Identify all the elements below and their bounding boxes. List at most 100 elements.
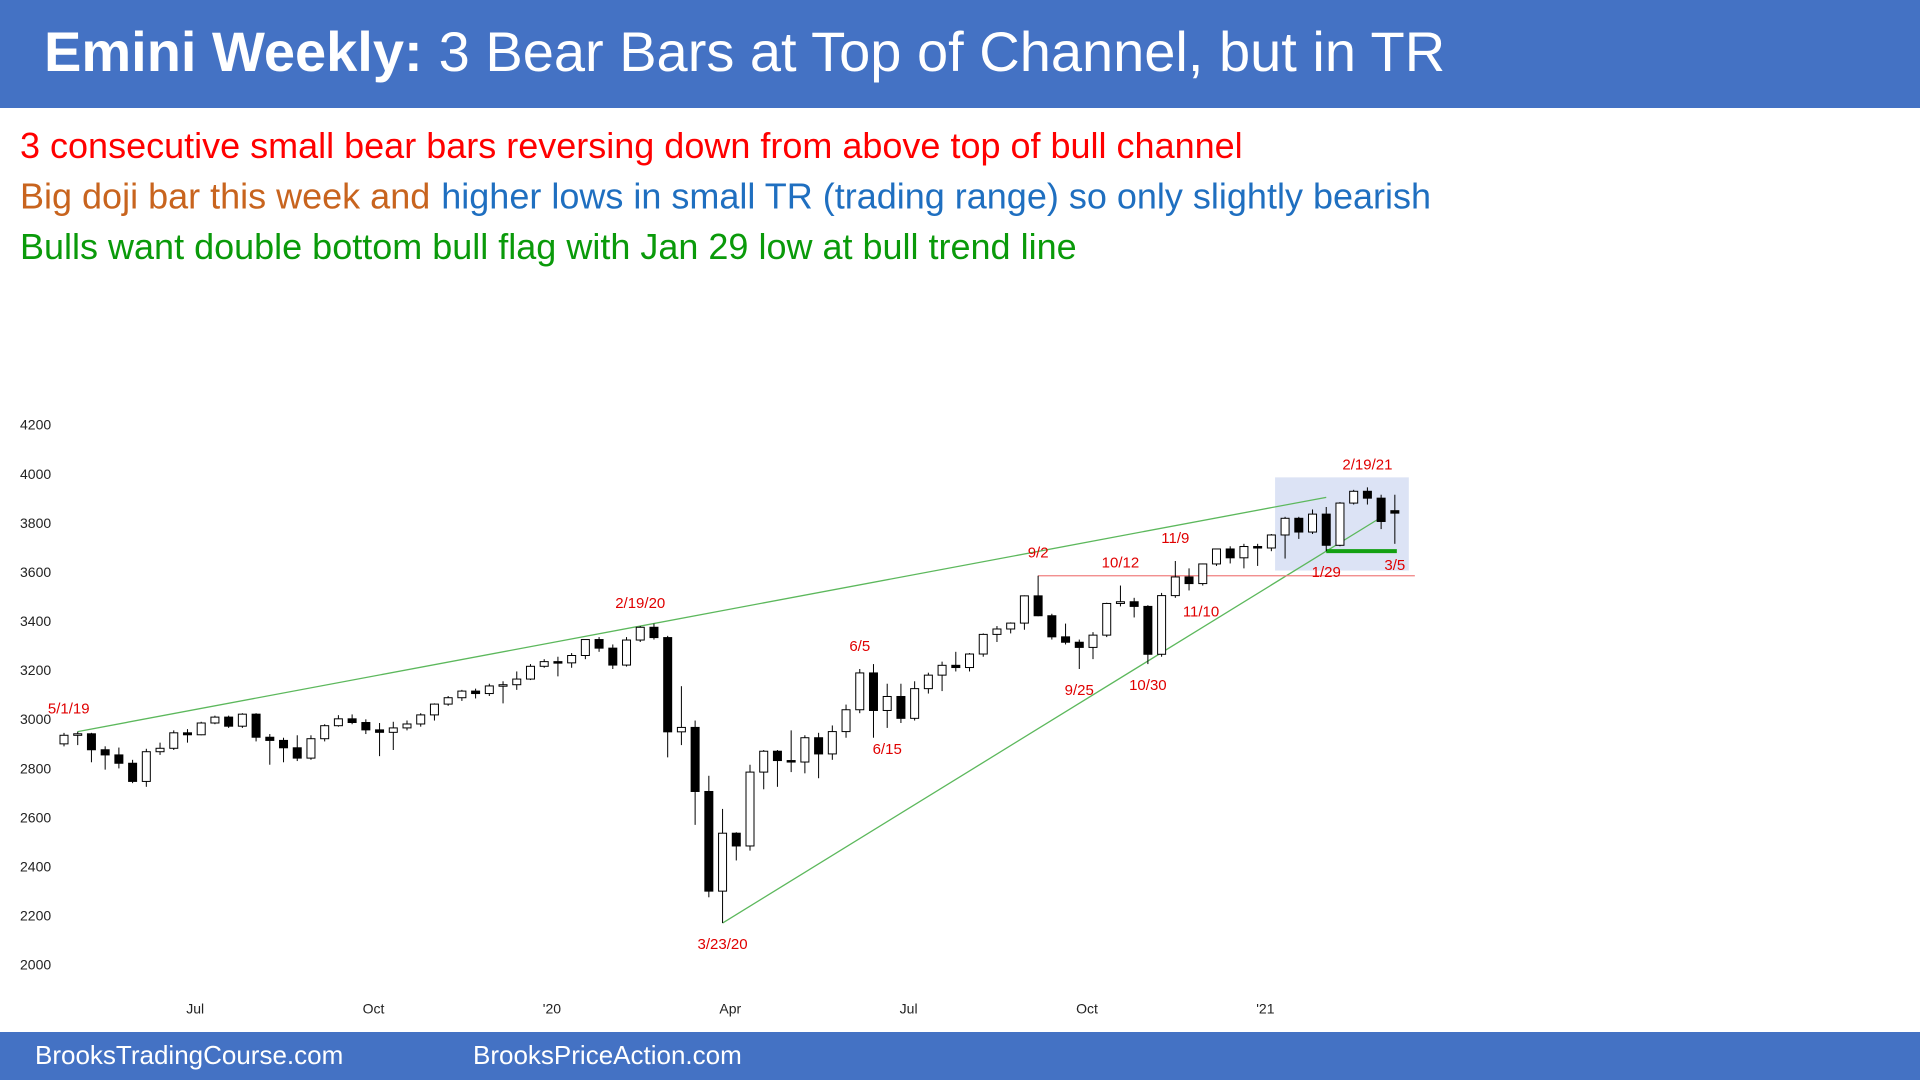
annotation: 1/29 (1312, 564, 1341, 581)
candle-body (745, 771, 755, 847)
y-tick-label: 3400 (20, 613, 51, 629)
candle-body (265, 736, 275, 741)
candle-body (224, 716, 234, 727)
annotation: 6/5 (849, 638, 870, 655)
x-tick-label: Jul (186, 1001, 204, 1017)
note-segment: Bulls want double bottom bull flag with … (20, 226, 1077, 267)
candle-body (210, 716, 220, 724)
notes: 3 consecutive small bear bars reversing … (20, 125, 1431, 267)
candle-body (128, 762, 138, 782)
candle-body (1390, 510, 1400, 514)
candle-body (622, 639, 632, 666)
y-tick-label: 2800 (20, 760, 51, 776)
candle-body (1170, 576, 1180, 597)
candle-body (347, 718, 357, 724)
bull-channel-line (77, 496, 1327, 733)
x-tick-label: Apr (719, 1001, 741, 1017)
y-tick-label: 3800 (20, 515, 51, 531)
candle-body (100, 749, 110, 756)
candle-body (690, 726, 700, 792)
footer-band (0, 1032, 1920, 1080)
chart: 2000 2200 2400 2600 2800 3000 3200 3400 3600 3800… (20, 417, 1415, 1017)
candle-body (141, 751, 151, 782)
candle-body (1321, 513, 1331, 546)
candle-body (827, 731, 837, 755)
candle-body (882, 695, 892, 711)
candle-body (1253, 546, 1263, 549)
x-tick-label: Oct (1076, 1001, 1098, 1017)
y-tick-label: 3200 (20, 662, 51, 678)
candle-body (1308, 513, 1318, 533)
annotation: 10/12 (1102, 555, 1140, 572)
candle-body (1115, 601, 1125, 604)
candle-body (59, 734, 69, 745)
candle-body (196, 722, 206, 736)
annotation: 9/2 (1028, 545, 1049, 562)
candle-body (1019, 595, 1029, 624)
footer-link: BrooksPriceAction.com (473, 1040, 742, 1070)
candle-body (1033, 595, 1043, 617)
y-tick-label: 3000 (20, 711, 51, 727)
candle-body (1061, 636, 1071, 643)
candle-body (86, 733, 96, 751)
candle-body (786, 760, 796, 763)
annotation: 11/9 (1161, 530, 1189, 547)
candle-body (594, 639, 604, 649)
candle-body (375, 729, 385, 733)
candle-body (292, 747, 302, 759)
candle-body (1047, 615, 1057, 638)
candle-body (251, 713, 261, 738)
candle-body (402, 723, 412, 729)
candle-body (443, 697, 453, 705)
candle-body (676, 726, 686, 733)
candle-body (580, 639, 590, 657)
note-segment: 3 consecutive small bear bars reversing … (20, 125, 1243, 166)
candle-body (182, 732, 192, 736)
header-band (0, 0, 1920, 108)
candle-body (1143, 605, 1153, 655)
candle-body (1376, 497, 1386, 522)
annotation: 2/19/21 (1342, 456, 1392, 473)
candle-body (1129, 601, 1139, 607)
candle-body (279, 739, 289, 749)
y-tick-label: 2400 (20, 859, 51, 875)
annotation: 3/5 (1384, 557, 1405, 574)
y-tick-label: 4200 (20, 417, 51, 433)
candle-body (663, 637, 673, 733)
candle-body (896, 695, 906, 719)
note-line: 3 consecutive small bear bars reversing … (20, 125, 1243, 166)
bull-trend-line (722, 516, 1382, 924)
candle-body (855, 672, 865, 711)
annotation: 6/15 (873, 741, 902, 758)
candle-body (800, 737, 810, 763)
candle-body (306, 738, 316, 759)
x-tick-label: '21 (1256, 1001, 1274, 1017)
y-tick-label: 2000 (20, 957, 51, 973)
note-segment: Big doji bar this week and (20, 175, 430, 216)
annotation: 5/1/19 (48, 701, 90, 718)
candle-body (1198, 563, 1208, 585)
candle-body (1074, 641, 1084, 648)
candle-body (841, 709, 851, 733)
candle-body (1088, 634, 1098, 648)
candle-body (457, 690, 467, 699)
candle-body (978, 633, 988, 655)
candle-body (237, 713, 247, 727)
candle-body (1184, 576, 1194, 585)
y-tick-label: 2600 (20, 809, 51, 825)
x-tick-label: Jul (900, 1001, 918, 1017)
candle-body (868, 672, 878, 711)
x-tick-label: '20 (543, 1001, 561, 1017)
note-line: Bulls want double bottom bull flag with … (20, 226, 1077, 267)
candle-body (512, 678, 522, 686)
annotation: 3/23/20 (698, 936, 748, 953)
y-tick-label: 3600 (20, 564, 51, 580)
candle-body (416, 714, 426, 725)
candle-body (1225, 548, 1235, 559)
annotation: 10/30 (1129, 677, 1167, 694)
candle-body (1349, 490, 1359, 504)
candle-body (910, 688, 920, 719)
candle-body (731, 832, 741, 847)
